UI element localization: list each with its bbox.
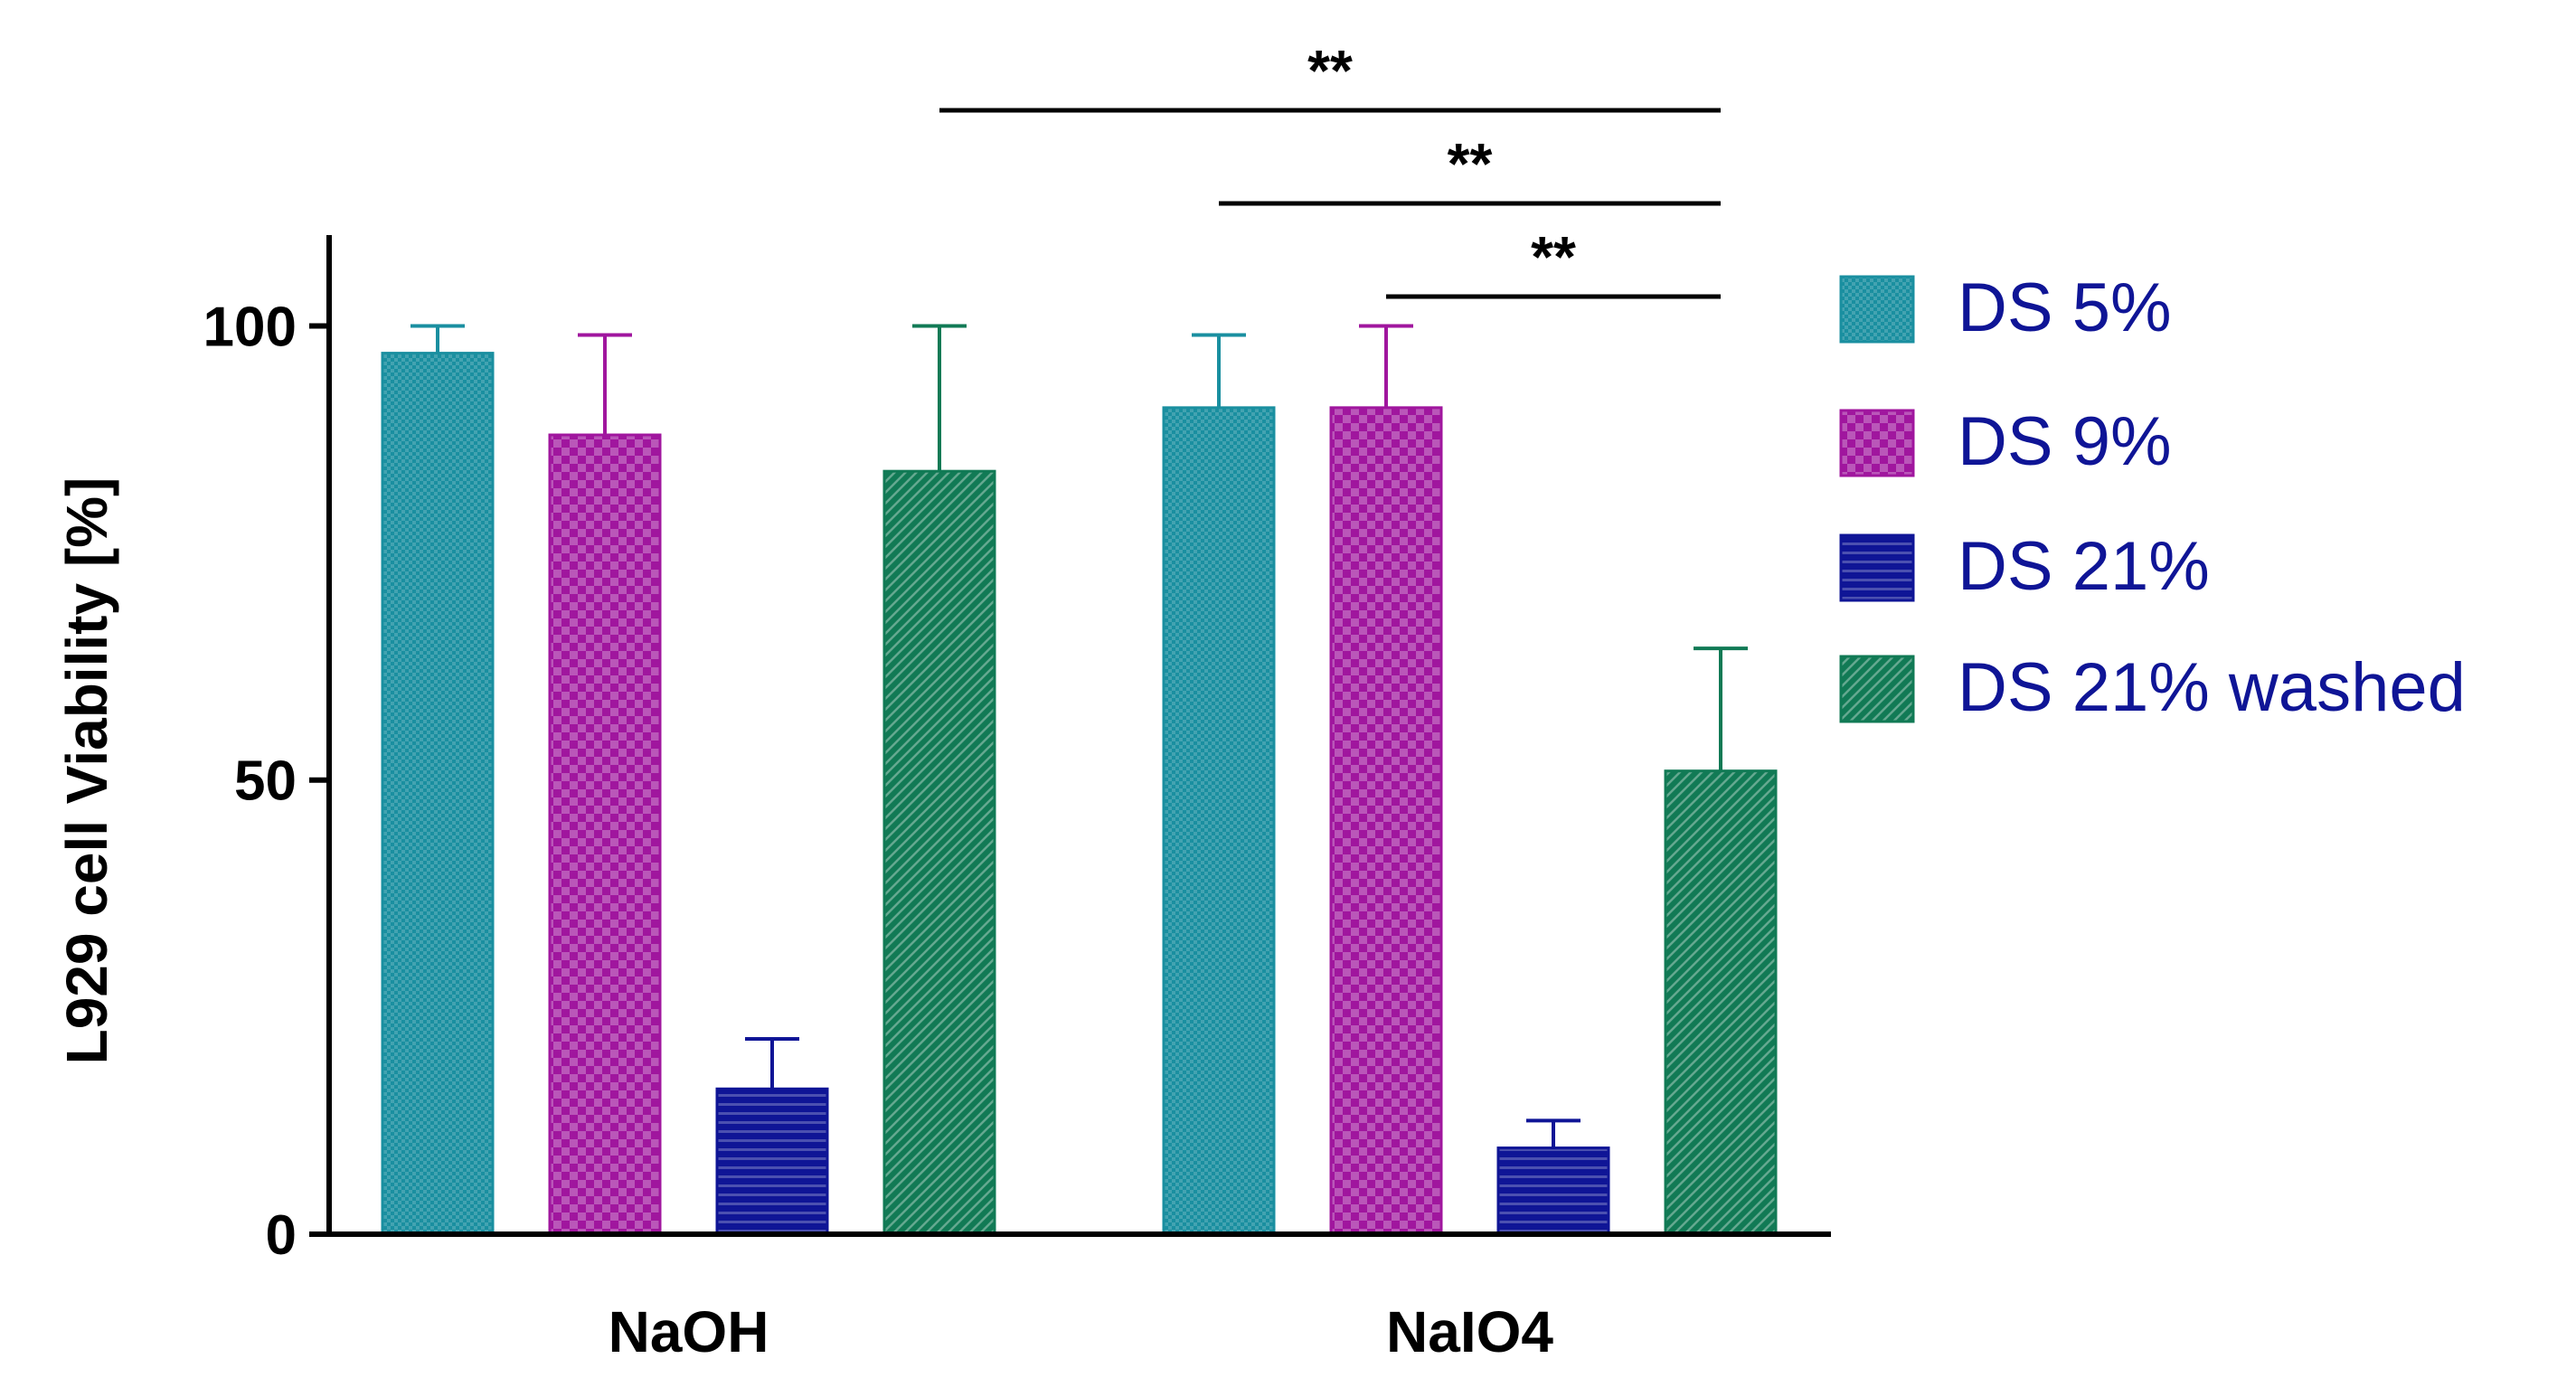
legend-swatch-0 (1839, 275, 1915, 344)
error-bars-layer (410, 324, 1748, 1148)
y-tick-label: 0 (266, 1204, 297, 1267)
legend-label-3: DS 21% washed (1958, 649, 2466, 726)
significance-label-1: ** (1448, 131, 1493, 196)
legend: DS 5% DS 9% DS 21% DS 21% washed (1839, 269, 2466, 726)
bar-naoh-series-1 (548, 433, 662, 1236)
legend-label-2: DS 21% (1958, 528, 2210, 605)
x-tick-label-naio4: NaIO4 (1386, 1299, 1553, 1364)
bar-naoh-series-0 (381, 352, 495, 1236)
bar-naio4-series-3 (1664, 769, 1778, 1236)
legend-label-1: DS 9% (1958, 403, 2172, 480)
bar-naoh-series-2 (715, 1087, 829, 1236)
y-axis-label: L929 cell Viability [%] (54, 477, 119, 1065)
bars-layer (381, 352, 1778, 1236)
significance-layer: ** ** ** (939, 38, 1721, 299)
axes-layer: 0 50 100 NaOH NaIO4 L929 cell Viability [%] (54, 235, 1831, 1364)
legend-swatch-1 (1839, 409, 1915, 477)
significance-label-2: ** (1531, 224, 1576, 289)
x-tick-label-naoh: NaOH (609, 1299, 769, 1364)
legend-swatch-3 (1839, 655, 1915, 723)
y-tick-label: 50 (234, 750, 297, 813)
bar-naio4-series-1 (1329, 406, 1443, 1236)
legend-label-0: DS 5% (1958, 269, 2172, 346)
y-tick-label: 100 (203, 296, 297, 358)
legend-swatch-2 (1839, 533, 1915, 602)
bar-naio4-series-0 (1162, 406, 1276, 1236)
significance-label-0: ** (1307, 38, 1353, 103)
bar-naoh-series-3 (882, 469, 996, 1236)
bar-naio4-series-2 (1496, 1146, 1610, 1236)
